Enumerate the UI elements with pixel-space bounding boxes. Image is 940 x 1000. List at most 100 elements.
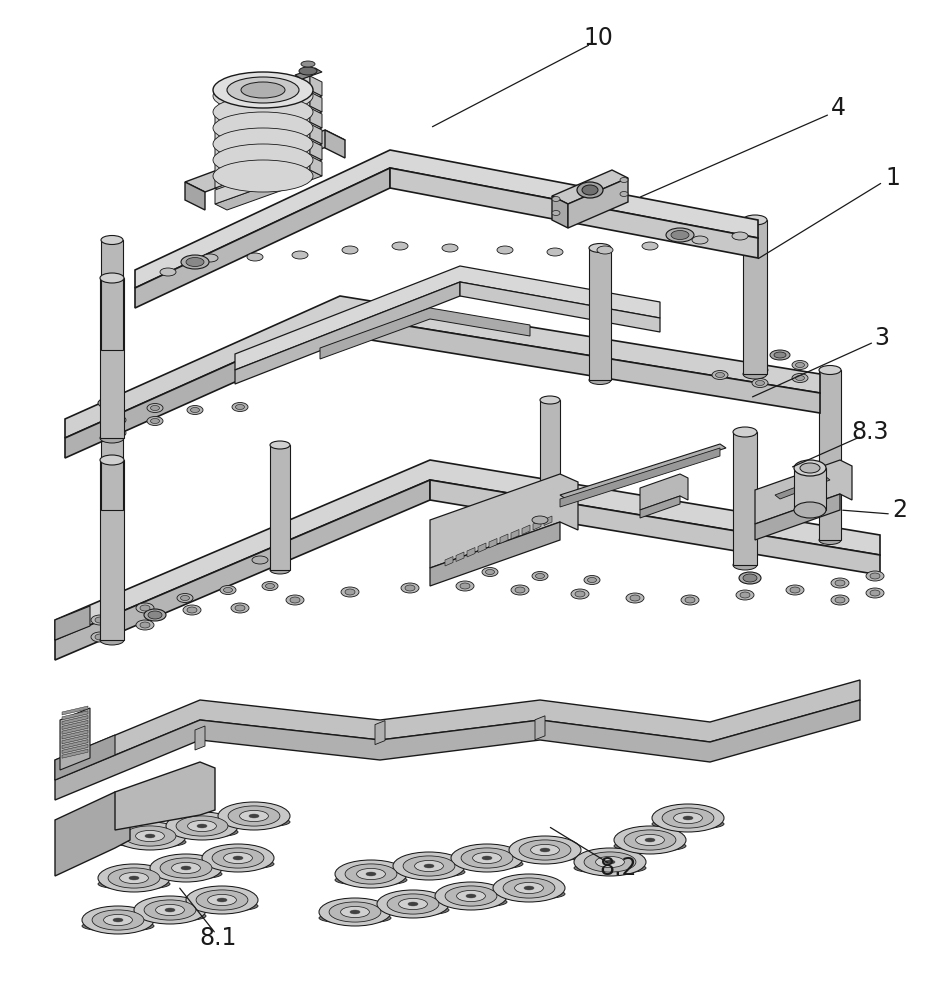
Polygon shape xyxy=(195,726,205,750)
Ellipse shape xyxy=(614,826,686,854)
Ellipse shape xyxy=(187,406,203,414)
Ellipse shape xyxy=(681,595,699,605)
Ellipse shape xyxy=(228,806,280,826)
Polygon shape xyxy=(755,460,852,524)
Ellipse shape xyxy=(794,460,826,476)
Polygon shape xyxy=(185,182,205,210)
Ellipse shape xyxy=(227,77,299,103)
Ellipse shape xyxy=(511,585,529,595)
Ellipse shape xyxy=(140,622,150,628)
Ellipse shape xyxy=(319,898,391,926)
Polygon shape xyxy=(552,170,628,204)
Ellipse shape xyxy=(147,403,163,412)
Ellipse shape xyxy=(147,416,163,426)
Ellipse shape xyxy=(532,516,548,524)
Polygon shape xyxy=(544,516,552,526)
Ellipse shape xyxy=(715,372,725,377)
Ellipse shape xyxy=(150,868,222,880)
Ellipse shape xyxy=(588,578,597,582)
Ellipse shape xyxy=(786,585,804,595)
Ellipse shape xyxy=(208,894,236,906)
Polygon shape xyxy=(62,740,88,749)
Polygon shape xyxy=(215,122,322,162)
Ellipse shape xyxy=(213,72,313,108)
Polygon shape xyxy=(55,460,880,640)
Ellipse shape xyxy=(235,605,245,611)
Ellipse shape xyxy=(571,589,589,599)
Ellipse shape xyxy=(160,268,176,276)
Ellipse shape xyxy=(91,615,109,625)
Ellipse shape xyxy=(166,812,238,840)
Polygon shape xyxy=(101,240,123,350)
Ellipse shape xyxy=(240,810,269,822)
Ellipse shape xyxy=(262,582,278,590)
Ellipse shape xyxy=(403,856,455,876)
Ellipse shape xyxy=(671,231,689,239)
Ellipse shape xyxy=(299,67,317,75)
Ellipse shape xyxy=(685,597,695,603)
Ellipse shape xyxy=(231,603,249,613)
Polygon shape xyxy=(325,130,345,158)
Ellipse shape xyxy=(733,427,757,437)
Text: 8.2: 8.2 xyxy=(600,856,636,880)
Ellipse shape xyxy=(329,902,381,922)
Polygon shape xyxy=(445,556,453,566)
Ellipse shape xyxy=(224,852,253,864)
Ellipse shape xyxy=(217,898,227,902)
Polygon shape xyxy=(589,248,611,380)
Ellipse shape xyxy=(188,820,216,832)
Polygon shape xyxy=(55,735,115,780)
Polygon shape xyxy=(755,494,840,540)
Ellipse shape xyxy=(497,246,513,254)
Ellipse shape xyxy=(101,235,123,244)
Polygon shape xyxy=(511,530,519,539)
Ellipse shape xyxy=(265,584,274,588)
Ellipse shape xyxy=(770,350,790,360)
Ellipse shape xyxy=(213,128,313,160)
Ellipse shape xyxy=(733,560,757,570)
Ellipse shape xyxy=(213,112,313,144)
Text: 8.3: 8.3 xyxy=(852,420,888,444)
Ellipse shape xyxy=(345,589,355,595)
Polygon shape xyxy=(430,474,578,568)
Ellipse shape xyxy=(301,61,315,67)
Ellipse shape xyxy=(536,574,544,578)
Ellipse shape xyxy=(605,860,615,864)
Text: 1: 1 xyxy=(885,166,901,190)
Ellipse shape xyxy=(366,872,376,876)
Ellipse shape xyxy=(503,878,555,898)
Ellipse shape xyxy=(150,854,222,882)
Ellipse shape xyxy=(457,890,485,902)
Ellipse shape xyxy=(584,852,636,872)
Ellipse shape xyxy=(150,418,160,424)
Ellipse shape xyxy=(460,583,470,589)
Polygon shape xyxy=(467,548,475,557)
Polygon shape xyxy=(100,460,124,640)
Ellipse shape xyxy=(519,840,571,860)
Polygon shape xyxy=(235,282,460,384)
Text: 3: 3 xyxy=(874,326,889,350)
Ellipse shape xyxy=(213,96,313,128)
Ellipse shape xyxy=(819,536,841,544)
Ellipse shape xyxy=(191,408,199,412)
Ellipse shape xyxy=(482,856,492,860)
Ellipse shape xyxy=(514,882,543,894)
Ellipse shape xyxy=(101,506,123,514)
Polygon shape xyxy=(55,606,90,640)
Ellipse shape xyxy=(387,894,439,914)
Ellipse shape xyxy=(181,255,209,269)
Polygon shape xyxy=(310,76,322,96)
Polygon shape xyxy=(62,730,88,739)
Ellipse shape xyxy=(114,822,186,850)
Polygon shape xyxy=(55,700,860,800)
Ellipse shape xyxy=(435,896,507,908)
Ellipse shape xyxy=(345,864,397,884)
Polygon shape xyxy=(215,138,322,178)
Ellipse shape xyxy=(197,824,207,828)
Ellipse shape xyxy=(666,228,694,242)
Polygon shape xyxy=(310,140,322,160)
Ellipse shape xyxy=(624,830,676,850)
Ellipse shape xyxy=(540,848,550,852)
Ellipse shape xyxy=(292,251,308,259)
Ellipse shape xyxy=(82,906,154,934)
